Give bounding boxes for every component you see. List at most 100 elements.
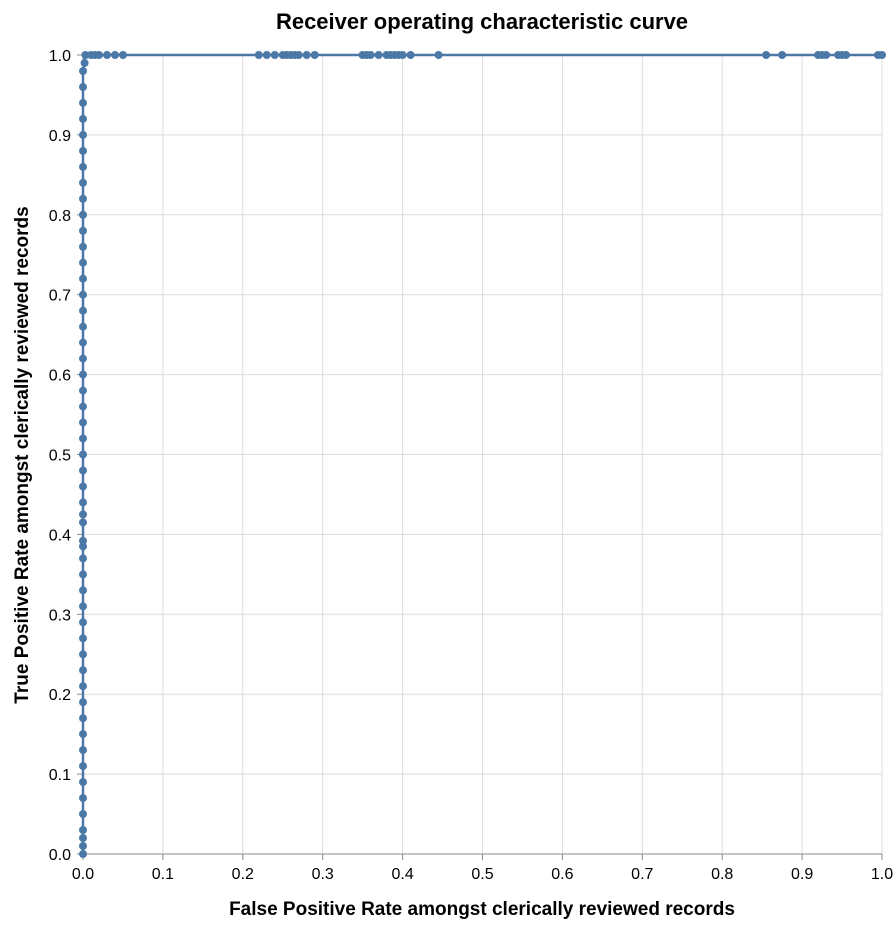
roc-point — [310, 51, 319, 59]
roc-point — [79, 98, 87, 107]
grid-lines — [82, 54, 883, 855]
roc-point — [79, 386, 87, 395]
roc-point — [81, 51, 90, 59]
roc-point — [79, 434, 87, 443]
roc-point — [95, 51, 103, 59]
roc-point — [79, 114, 87, 123]
roc-point — [406, 51, 415, 59]
roc-point — [79, 698, 87, 707]
roc-point — [79, 226, 87, 235]
roc-point — [374, 51, 383, 59]
roc-point — [270, 51, 279, 59]
x-axis-title: False Positive Rate amongst clerically r… — [229, 899, 735, 920]
roc-point — [79, 762, 87, 771]
roc-point — [79, 834, 87, 842]
roc-point — [79, 536, 87, 545]
roc-point — [79, 826, 87, 834]
roc-point — [79, 178, 87, 187]
y-tick-label: 0.9 — [49, 128, 71, 145]
roc-point — [79, 338, 87, 347]
x-tick-label: 0.6 — [551, 866, 573, 883]
y-axis-title: True Positive Rate amongst clerically re… — [12, 206, 33, 703]
chart-title: Receiver operating characteristic curve — [276, 9, 688, 34]
roc-point — [79, 810, 87, 818]
roc-point — [79, 418, 87, 427]
x-tick-label: 0.0 — [72, 866, 94, 883]
roc-point — [79, 194, 87, 203]
roc-point — [79, 778, 87, 787]
roc-point — [111, 51, 119, 59]
roc-point — [254, 51, 263, 59]
x-tick-label: 0.9 — [791, 866, 813, 883]
roc-point — [822, 51, 831, 59]
roc-point — [79, 794, 87, 803]
x-tick-label: 0.7 — [631, 866, 653, 883]
roc-point — [79, 730, 87, 739]
roc-point — [79, 242, 87, 251]
roc-point — [79, 258, 87, 267]
x-tick-label: 0.8 — [711, 866, 733, 883]
roc-point — [294, 51, 303, 59]
y-tick-label: 0.3 — [49, 607, 71, 624]
roc-point — [79, 518, 87, 527]
y-tick-label: 0.6 — [49, 368, 71, 385]
roc-curve-points — [79, 51, 886, 858]
y-tick-label: 0.4 — [49, 527, 71, 544]
roc-point — [79, 466, 87, 475]
roc-point — [79, 450, 87, 459]
y-tick-label: 0.0 — [49, 847, 71, 864]
roc-point — [398, 51, 407, 59]
roc-point — [878, 51, 886, 59]
roc-point — [79, 482, 87, 491]
roc-point — [79, 586, 87, 595]
roc-point — [79, 370, 87, 379]
x-tick-label: 0.3 — [312, 866, 334, 883]
x-tick-label: 0.2 — [232, 866, 254, 883]
roc-point — [79, 714, 87, 723]
y-tick-label: 1.0 — [49, 48, 71, 65]
roc-point — [366, 51, 375, 59]
x-tick-label: 1.0 — [871, 866, 893, 883]
roc-point — [79, 554, 87, 563]
roc-point — [434, 51, 443, 59]
roc-point — [79, 274, 87, 283]
roc-point — [79, 354, 87, 363]
roc-point — [79, 290, 87, 299]
roc-point — [79, 602, 87, 611]
roc-point — [79, 130, 87, 139]
roc-point — [119, 51, 127, 59]
roc-point — [79, 666, 87, 675]
roc-point — [79, 83, 87, 91]
y-tick-label: 0.7 — [49, 288, 71, 305]
roc-point — [79, 510, 87, 519]
roc-point — [79, 618, 87, 627]
roc-point — [79, 306, 87, 315]
roc-point — [79, 162, 87, 171]
roc-point — [79, 210, 87, 219]
y-tick-label: 0.5 — [49, 448, 71, 465]
roc-point — [79, 570, 87, 579]
roc-point — [79, 850, 87, 858]
roc-point — [302, 51, 311, 59]
roc-point — [103, 51, 111, 59]
roc-point — [79, 682, 87, 691]
roc-point — [79, 746, 87, 755]
y-tick-label: 0.2 — [49, 687, 71, 704]
roc-point — [79, 842, 87, 850]
roc-point — [79, 322, 87, 331]
x-axis-ticks: 0.0 0.1 0.2 0.3 0.4 0.5 0.6 0.7 0.8 0.9 1.0 — [72, 854, 893, 883]
x-tick-label: 0.1 — [152, 866, 174, 883]
x-tick-label: 0.5 — [471, 866, 493, 883]
roc-point — [80, 59, 89, 67]
roc-point — [79, 498, 87, 507]
x-tick-label: 0.4 — [391, 866, 413, 883]
y-tick-label: 0.8 — [49, 208, 71, 225]
roc-point — [762, 51, 771, 59]
roc-point — [79, 650, 87, 659]
roc-point — [778, 51, 787, 59]
y-axis-ticks: 0.0 0.1 0.2 0.3 0.4 0.5 0.6 0.7 0.8 0.9 1.0 — [49, 48, 83, 864]
roc-point — [79, 67, 87, 75]
roc-point — [79, 402, 87, 411]
roc-point — [79, 542, 87, 551]
